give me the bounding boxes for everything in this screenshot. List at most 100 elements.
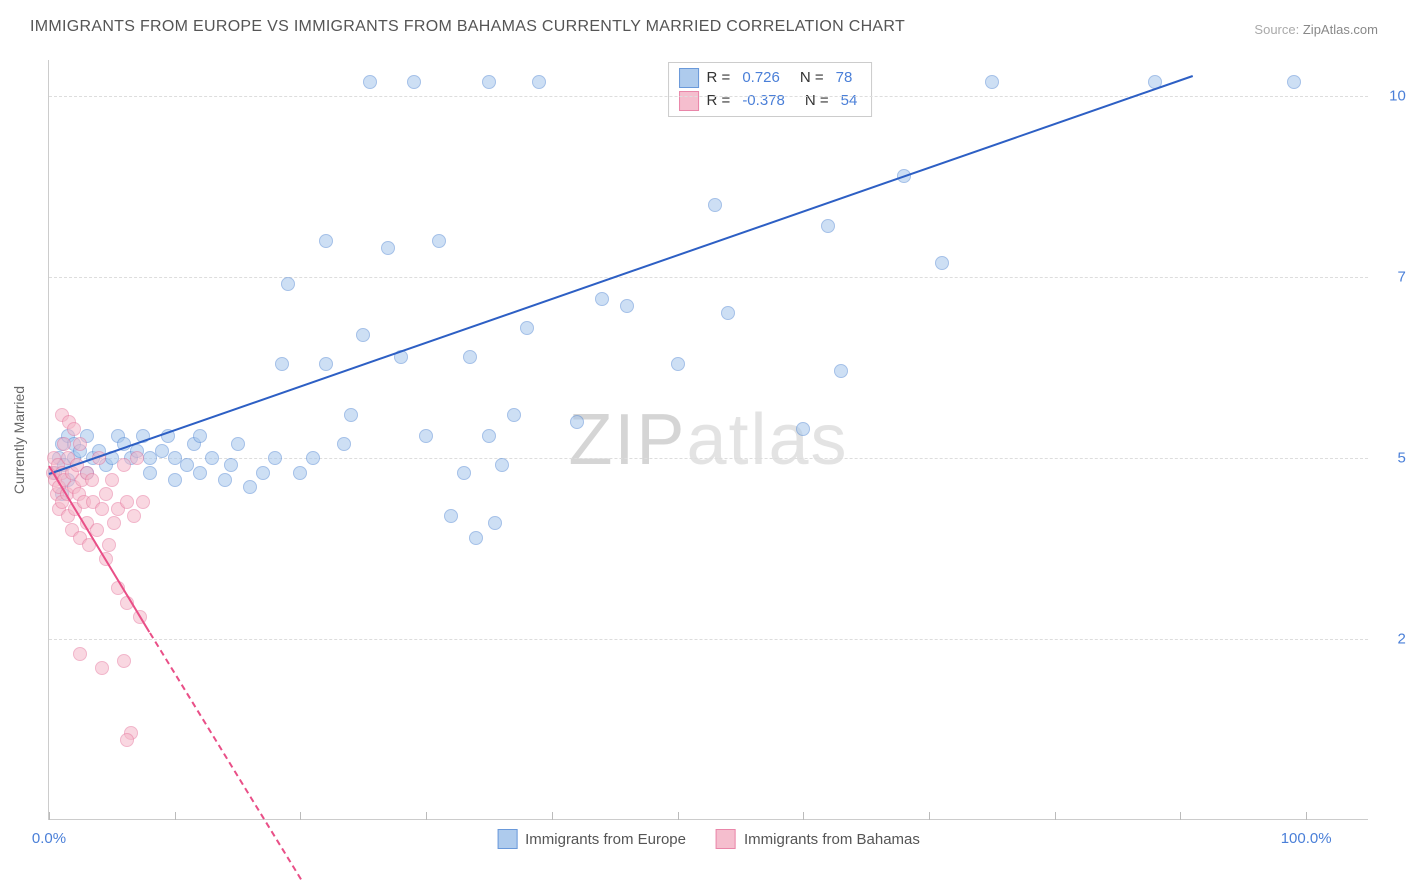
- watermark: ZIPatlas: [568, 399, 848, 481]
- gridline-horizontal: [49, 639, 1368, 640]
- data-point: [381, 241, 395, 255]
- data-point: [432, 234, 446, 248]
- data-point: [120, 495, 134, 509]
- data-point: [444, 509, 458, 523]
- legend-swatch: [679, 68, 699, 88]
- y-tick-label: 50.0%: [1380, 450, 1406, 467]
- legend-series-label: Immigrants from Europe: [525, 831, 686, 848]
- data-point: [306, 451, 320, 465]
- data-point: [143, 451, 157, 465]
- data-point: [935, 256, 949, 270]
- data-point: [95, 502, 109, 516]
- data-point: [268, 451, 282, 465]
- data-point: [671, 357, 685, 371]
- x-tick-label: 0.0%: [32, 830, 66, 847]
- source-label: Source:: [1254, 22, 1299, 37]
- data-point: [168, 473, 182, 487]
- data-point: [107, 516, 121, 530]
- x-tick: [1180, 812, 1181, 820]
- y-tick-label: 100.0%: [1380, 88, 1406, 105]
- data-point: [488, 516, 502, 530]
- data-point: [337, 437, 351, 451]
- source-value: ZipAtlas.com: [1303, 22, 1378, 37]
- x-tick: [175, 812, 176, 820]
- data-point: [507, 408, 521, 422]
- x-tick: [552, 812, 553, 820]
- scatter-plot: Currently Married ZIPatlas R =0.726N =78…: [48, 60, 1368, 820]
- gridline-horizontal: [49, 277, 1368, 278]
- data-point: [275, 357, 289, 371]
- legend-series-label: Immigrants from Bahamas: [744, 831, 920, 848]
- x-tick: [300, 812, 301, 820]
- data-point: [73, 437, 87, 451]
- data-point: [281, 277, 295, 291]
- data-point: [143, 466, 157, 480]
- data-point: [482, 75, 496, 89]
- correlation-legend: R =0.726N =78R =-0.378N =54: [668, 62, 873, 117]
- x-tick: [803, 812, 804, 820]
- data-point: [117, 654, 131, 668]
- data-point: [293, 466, 307, 480]
- data-point: [95, 661, 109, 675]
- data-point: [344, 408, 358, 422]
- gridline-horizontal: [49, 96, 1368, 97]
- data-point: [495, 458, 509, 472]
- data-point: [105, 473, 119, 487]
- data-point: [319, 234, 333, 248]
- x-tick: [1055, 812, 1056, 820]
- series-legend: Immigrants from Europe Immigrants from Ba…: [497, 829, 920, 849]
- trend-line: [149, 632, 302, 879]
- data-point: [67, 422, 81, 436]
- data-point: [721, 306, 735, 320]
- legend-swatch: [497, 829, 517, 849]
- data-point: [136, 495, 150, 509]
- data-point: [407, 75, 421, 89]
- data-point: [457, 466, 471, 480]
- data-point: [796, 422, 810, 436]
- y-tick-label: 25.0%: [1380, 631, 1406, 648]
- data-point: [419, 429, 433, 443]
- data-point: [708, 198, 722, 212]
- data-point: [1287, 75, 1301, 89]
- data-point: [193, 429, 207, 443]
- y-axis-label: Currently Married: [11, 385, 27, 493]
- data-point: [102, 538, 116, 552]
- data-point: [319, 357, 333, 371]
- x-tick: [426, 812, 427, 820]
- data-point: [520, 321, 534, 335]
- gridline-horizontal: [49, 458, 1368, 459]
- data-point: [205, 451, 219, 465]
- data-point: [469, 531, 483, 545]
- data-point: [985, 75, 999, 89]
- data-point: [834, 364, 848, 378]
- x-tick: [1306, 812, 1307, 820]
- data-point: [356, 328, 370, 342]
- data-point: [243, 480, 257, 494]
- source-attribution: Source: ZipAtlas.com: [1254, 22, 1378, 37]
- data-point: [595, 292, 609, 306]
- data-point: [85, 473, 99, 487]
- x-tick: [49, 812, 50, 820]
- legend-correlation-row: R =0.726N =78: [679, 67, 862, 90]
- legend-correlation-row: R =-0.378N =54: [679, 90, 862, 113]
- data-point: [218, 473, 232, 487]
- data-point: [532, 75, 546, 89]
- data-point: [57, 437, 71, 451]
- x-tick-label: 100.0%: [1281, 830, 1332, 847]
- data-point: [821, 219, 835, 233]
- data-point: [117, 458, 131, 472]
- x-tick: [929, 812, 930, 820]
- data-point: [463, 350, 477, 364]
- trend-line: [49, 75, 1194, 475]
- data-point: [570, 415, 584, 429]
- data-point: [482, 429, 496, 443]
- data-point: [127, 509, 141, 523]
- data-point: [224, 458, 238, 472]
- data-point: [193, 466, 207, 480]
- y-tick-label: 75.0%: [1380, 269, 1406, 286]
- legend-swatch: [679, 91, 699, 111]
- legend-series-item: Immigrants from Bahamas: [716, 829, 920, 849]
- data-point: [231, 437, 245, 451]
- x-tick: [678, 812, 679, 820]
- data-point: [120, 733, 134, 747]
